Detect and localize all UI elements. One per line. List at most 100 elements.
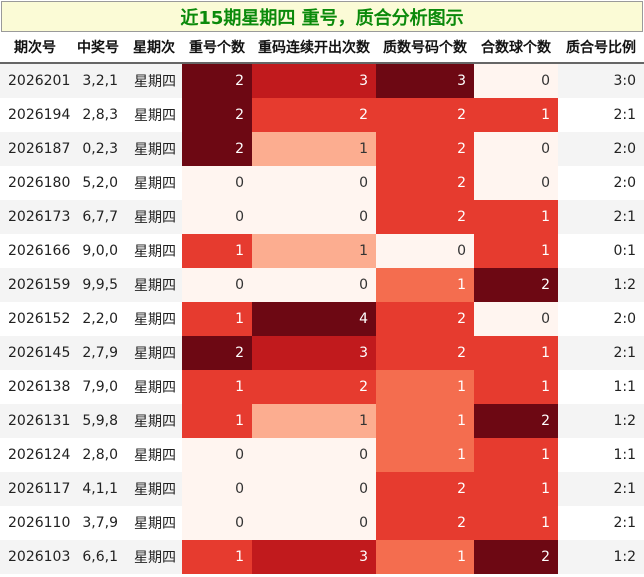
- prime-count-cell: 1: [376, 438, 474, 472]
- ratio-cell: 2:0: [558, 166, 644, 200]
- repeat-count-cell: 0: [182, 472, 252, 506]
- numbers-cell: 5,2,0: [70, 166, 126, 200]
- numbers-cell: 4,1,1: [70, 472, 126, 506]
- repeat-streak-cell: 0: [252, 472, 376, 506]
- table-header-row: 期次号 中奖号 星期次 重号个数 重码连续开出次数 质数号码个数 合数球个数 质…: [0, 32, 644, 64]
- numbers-cell: 6,7,7: [70, 200, 126, 234]
- table-row: 2026103 6,6,1 星期四 1 3 1 2 1:2: [0, 540, 644, 574]
- ratio-cell: 1:2: [558, 404, 644, 438]
- composite-count-cell: 0: [474, 166, 558, 200]
- period-cell: 2026110: [0, 506, 70, 540]
- table-row: 2026173 6,7,7 星期四 0 0 2 1 2:1: [0, 200, 644, 234]
- ratio-cell: 1:2: [558, 268, 644, 302]
- repeat-count-cell: 1: [182, 370, 252, 404]
- period-cell: 2026201: [0, 63, 70, 98]
- header-winning-numbers: 中奖号: [70, 32, 126, 64]
- composite-count-cell: 2: [474, 268, 558, 302]
- weekday-cell: 星期四: [126, 268, 182, 302]
- numbers-cell: 2,2,0: [70, 302, 126, 336]
- repeat-streak-cell: 0: [252, 268, 376, 302]
- composite-count-cell: 1: [474, 472, 558, 506]
- period-cell: 2026124: [0, 438, 70, 472]
- numbers-cell: 7,9,0: [70, 370, 126, 404]
- prime-count-cell: 2: [376, 200, 474, 234]
- header-composite-count: 合数球个数: [474, 32, 558, 64]
- period-cell: 2026187: [0, 132, 70, 166]
- ratio-cell: 2:0: [558, 302, 644, 336]
- header-weekday: 星期次: [126, 32, 182, 64]
- numbers-cell: 0,2,3: [70, 132, 126, 166]
- repeat-count-cell: 1: [182, 540, 252, 574]
- prime-count-cell: 3: [376, 63, 474, 98]
- numbers-cell: 2,8,3: [70, 98, 126, 132]
- weekday-cell: 星期四: [126, 234, 182, 268]
- repeat-count-cell: 0: [182, 200, 252, 234]
- table-row: 2026110 3,7,9 星期四 0 0 2 1 2:1: [0, 506, 644, 540]
- composite-count-cell: 0: [474, 302, 558, 336]
- page-title: 近15期星期四 重号，质合分析图示: [1, 1, 643, 32]
- repeat-streak-cell: 0: [252, 506, 376, 540]
- period-cell: 2026117: [0, 472, 70, 506]
- table-row: 2026159 9,9,5 星期四 0 0 1 2 1:2: [0, 268, 644, 302]
- composite-count-cell: 1: [474, 336, 558, 370]
- table-row: 2026131 5,9,8 星期四 1 1 1 2 1:2: [0, 404, 644, 438]
- prime-count-cell: 1: [376, 404, 474, 438]
- numbers-cell: 5,9,8: [70, 404, 126, 438]
- repeat-streak-cell: 4: [252, 302, 376, 336]
- repeat-streak-cell: 0: [252, 438, 376, 472]
- ratio-cell: 2:0: [558, 132, 644, 166]
- weekday-cell: 星期四: [126, 166, 182, 200]
- prime-count-cell: 2: [376, 472, 474, 506]
- composite-count-cell: 0: [474, 132, 558, 166]
- numbers-cell: 9,9,5: [70, 268, 126, 302]
- repeat-count-cell: 0: [182, 268, 252, 302]
- period-cell: 2026103: [0, 540, 70, 574]
- weekday-cell: 星期四: [126, 132, 182, 166]
- ratio-cell: 1:1: [558, 438, 644, 472]
- composite-count-cell: 1: [474, 438, 558, 472]
- composite-count-cell: 1: [474, 370, 558, 404]
- composite-count-cell: 1: [474, 98, 558, 132]
- numbers-cell: 6,6,1: [70, 540, 126, 574]
- period-cell: 2026194: [0, 98, 70, 132]
- prime-count-cell: 2: [376, 506, 474, 540]
- repeat-streak-cell: 1: [252, 234, 376, 268]
- ratio-cell: 1:1: [558, 370, 644, 404]
- ratio-cell: 2:1: [558, 200, 644, 234]
- prime-count-cell: 2: [376, 336, 474, 370]
- period-cell: 2026145: [0, 336, 70, 370]
- repeat-streak-cell: 2: [252, 370, 376, 404]
- prime-count-cell: 2: [376, 302, 474, 336]
- prime-count-cell: 1: [376, 540, 474, 574]
- prime-count-cell: 2: [376, 98, 474, 132]
- composite-count-cell: 2: [474, 540, 558, 574]
- ratio-cell: 3:0: [558, 63, 644, 98]
- ratio-cell: 2:1: [558, 506, 644, 540]
- ratio-cell: 2:1: [558, 336, 644, 370]
- repeat-count-cell: 0: [182, 506, 252, 540]
- composite-count-cell: 0: [474, 63, 558, 98]
- repeat-streak-cell: 1: [252, 132, 376, 166]
- header-prime-composite-ratio: 质合号比例: [558, 32, 644, 64]
- table-row: 2026180 5,2,0 星期四 0 0 2 0 2:0: [0, 166, 644, 200]
- repeat-streak-cell: 3: [252, 336, 376, 370]
- period-cell: 2026131: [0, 404, 70, 438]
- table-row: 2026152 2,2,0 星期四 1 4 2 0 2:0: [0, 302, 644, 336]
- ratio-cell: 2:1: [558, 98, 644, 132]
- weekday-cell: 星期四: [126, 302, 182, 336]
- table-row: 2026138 7,9,0 星期四 1 2 1 1 1:1: [0, 370, 644, 404]
- weekday-cell: 星期四: [126, 63, 182, 98]
- table-row: 2026166 9,0,0 星期四 1 1 0 1 0:1: [0, 234, 644, 268]
- ratio-cell: 2:1: [558, 472, 644, 506]
- weekday-cell: 星期四: [126, 472, 182, 506]
- ratio-cell: 1:2: [558, 540, 644, 574]
- header-period: 期次号: [0, 32, 70, 64]
- repeat-streak-cell: 1: [252, 404, 376, 438]
- repeat-count-cell: 2: [182, 336, 252, 370]
- table-row: 2026124 2,8,0 星期四 0 0 1 1 1:1: [0, 438, 644, 472]
- composite-count-cell: 1: [474, 506, 558, 540]
- prime-count-cell: 2: [376, 132, 474, 166]
- prime-count-cell: 1: [376, 370, 474, 404]
- repeat-streak-cell: 2: [252, 98, 376, 132]
- repeat-count-cell: 1: [182, 302, 252, 336]
